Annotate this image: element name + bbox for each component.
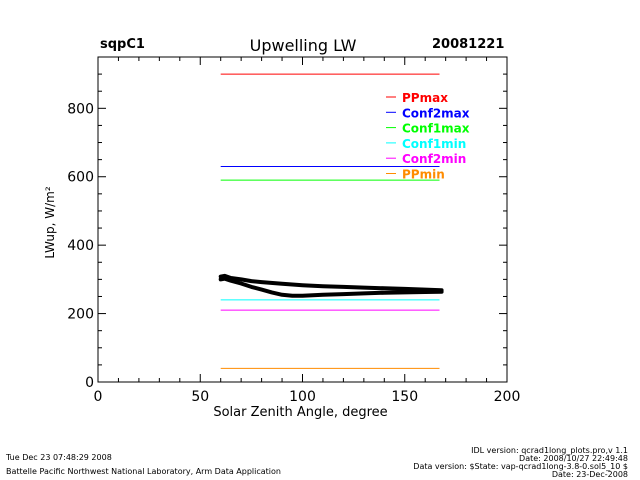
x-tick-label: 100 <box>289 389 316 405</box>
y-tick-label: 200 <box>67 307 94 323</box>
footer-timestamp: Tue Dec 23 07:48:29 2008 <box>6 453 112 462</box>
legend-label: PPmin <box>402 168 445 182</box>
footer-organization: Battelle Pacific Northwest National Labo… <box>6 467 281 476</box>
legend-label: Conf2min <box>402 152 466 166</box>
data-series-1 <box>218 273 444 293</box>
footer-line: Date: 2008/10/27 22:49:48 <box>519 454 628 463</box>
y-tick-label: 600 <box>67 170 94 186</box>
footer-line: Date: 23-Dec-2008 <box>551 470 628 479</box>
footer-version-info: IDL version: qcrad1long_plots.pro,v 1.1 … <box>413 447 628 479</box>
chart-title: Upwelling LW <box>249 36 357 55</box>
date-label: 20081221 <box>432 37 505 52</box>
x-tick-label: 0 <box>94 389 103 405</box>
x-tick-label: 50 <box>191 389 209 405</box>
footer-line: Data version: $State: vap-qcrad1long-3.8… <box>413 462 628 471</box>
site-label: sqpC1 <box>100 37 145 52</box>
y-axis-label: LWup, W/m² <box>43 186 57 258</box>
y-tick-label: 400 <box>67 238 94 254</box>
x-tick-label: 200 <box>494 389 521 405</box>
legend-label: Conf1max <box>402 122 470 136</box>
legend-label: Conf1min <box>402 137 466 151</box>
y-tick-label: 0 <box>85 375 94 391</box>
legend-label: Conf2max <box>402 106 470 120</box>
y-tick-label: 800 <box>67 101 94 117</box>
x-axis-label: Solar Zenith Angle, degree <box>213 405 387 420</box>
data-series-2 <box>218 276 444 298</box>
footer-line: IDL version: qcrad1long_plots.pro,v 1.1 <box>471 446 628 455</box>
x-tick-label: 150 <box>391 389 418 405</box>
legend-label: PPmax <box>402 91 448 105</box>
